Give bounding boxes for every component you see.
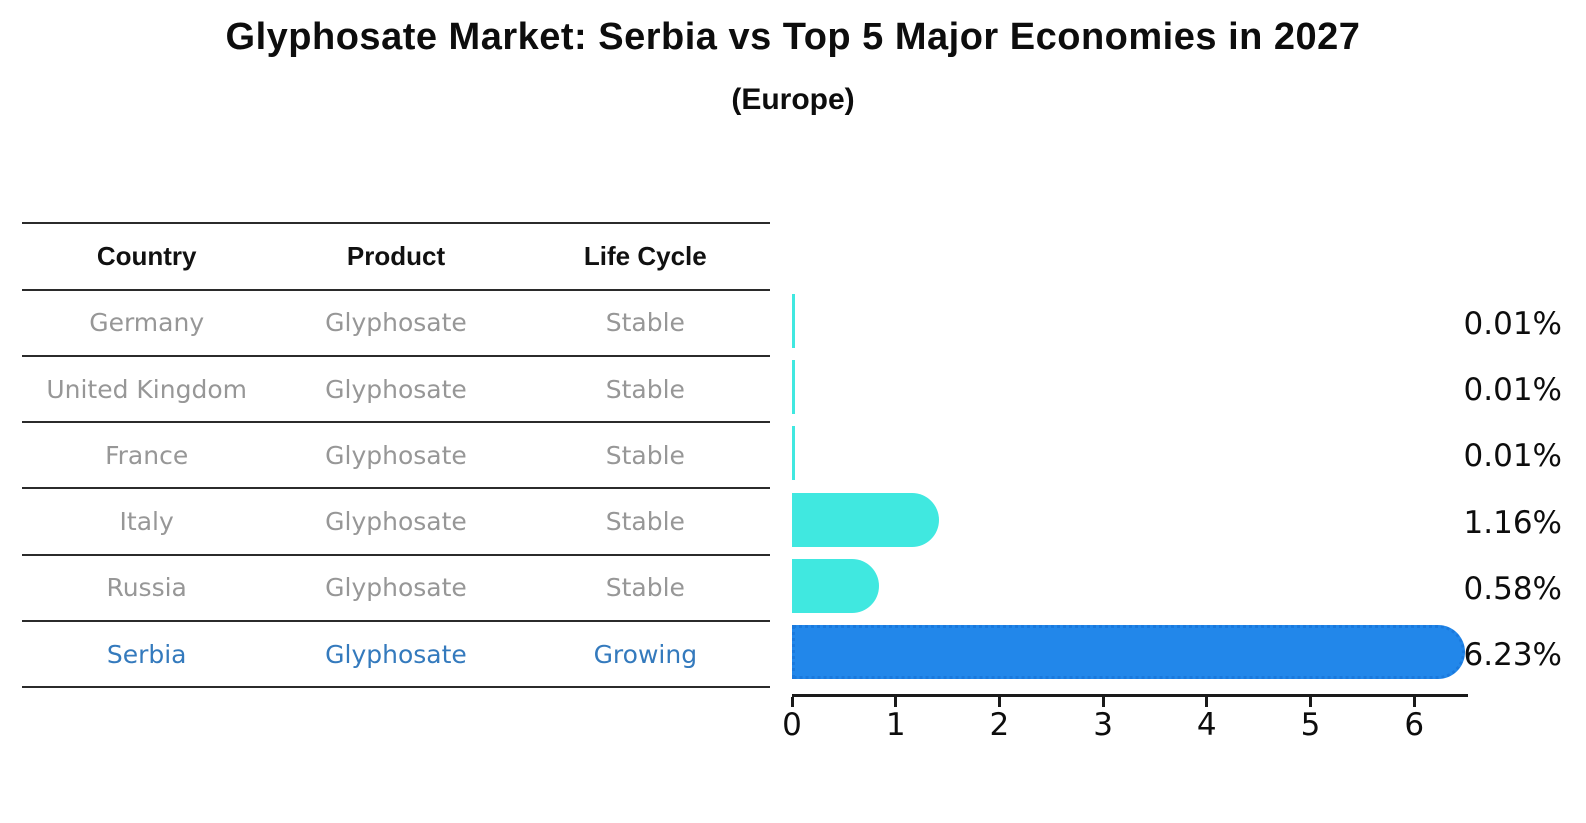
x-axis-tick — [1205, 697, 1209, 707]
table-cell-country: Russia — [106, 573, 187, 603]
table-body: Germany Glyphosate Stable United Kingdom Gly… — [22, 291, 770, 689]
bar-italy — [792, 492, 940, 547]
bar-value-label: 0.01% — [1463, 438, 1562, 475]
table-cell-life-cycle: Stable — [605, 573, 685, 603]
x-axis-tick-label: 2 — [989, 707, 1010, 743]
chart-title: Glyphosate Market: Serbia vs Top 5 Major… — [225, 16, 1361, 58]
x-axis-line — [792, 694, 1468, 697]
x-axis-tick-label: 0 — [782, 707, 802, 743]
x-axis-tick — [1309, 697, 1312, 707]
bar-germany — [792, 293, 795, 348]
x-axis-tick — [1101, 697, 1105, 707]
table-header-row: Country Product Life Cycle — [22, 224, 770, 291]
table-row: United Kingdom Glyphosate Stable — [22, 357, 770, 424]
table-cell-product: Glyphosate — [325, 374, 467, 404]
table-cell-life-cycle: Stable — [605, 440, 685, 470]
x-axis-tick-label: 5 — [1300, 707, 1321, 743]
table-cell-product: Glyphosate — [325, 639, 467, 669]
bar-value-label: 0.01% — [1463, 305, 1562, 342]
table-cell-country: Serbia — [106, 639, 187, 669]
country-table: Country Product Life Cycle Germany Glypho… — [22, 222, 770, 689]
chart-subtitle: (Europe) — [731, 83, 855, 116]
table-row: Russia Glyphosate Stable — [22, 556, 770, 623]
x-axis-tick — [790, 697, 794, 707]
table-cell-product: Glyphosate — [325, 507, 467, 537]
table-cell-life-cycle: Growing — [593, 639, 698, 669]
x-axis-tick — [1412, 697, 1416, 707]
table-cell-product: Glyphosate — [325, 573, 467, 603]
column-header-life-cycle: Life Cycle — [583, 240, 707, 271]
x-axis-tick-label: 6 — [1404, 707, 1425, 743]
column-header-product: Product — [346, 240, 446, 271]
table-row: Italy Glyphosate Stable — [22, 489, 770, 556]
table-row: Serbia Glyphosate Growing — [22, 622, 770, 689]
bar-serbia — [792, 625, 1466, 680]
table-cell-life-cycle: Stable — [605, 308, 685, 338]
x-axis-tick-label: 3 — [1093, 707, 1113, 743]
table-cell-life-cycle: Stable — [605, 374, 685, 404]
table-cell-country: Italy — [119, 507, 174, 537]
table-cell-country: Germany — [89, 308, 205, 338]
table-cell-life-cycle: Stable — [605, 507, 685, 537]
x-axis-tick — [894, 697, 898, 707]
bar-value-label: 6.23% — [1463, 637, 1562, 674]
table-cell-product: Glyphosate — [325, 440, 467, 470]
table-row: France Glyphosate Stable — [22, 423, 770, 490]
table-cell-product: Glyphosate — [325, 308, 467, 338]
bar-france — [792, 426, 795, 481]
x-axis-tick-label: 1 — [885, 707, 906, 743]
bar-value-label: 1.16% — [1463, 504, 1562, 541]
table-cell-country: United Kingdom — [46, 374, 247, 404]
column-header-country: Country — [96, 240, 197, 271]
bar-united-kingdom — [792, 360, 795, 415]
table-cell-country: France — [105, 440, 189, 470]
x-axis-tick — [997, 697, 1001, 707]
bar-value-label: 0.58% — [1463, 570, 1562, 607]
x-axis-tick-label: 4 — [1196, 707, 1217, 743]
bar-value-label: 0.01% — [1463, 372, 1562, 409]
table-row: Germany Glyphosate Stable — [22, 291, 770, 357]
bar-russia — [792, 558, 880, 613]
